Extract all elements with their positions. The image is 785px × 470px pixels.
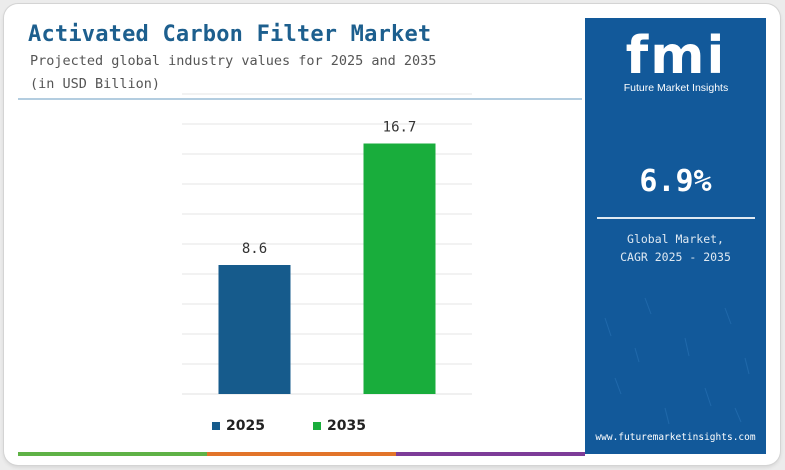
cagr-label: Global Market, CAGR 2025 - 2035 bbox=[585, 230, 766, 266]
sidebar-divider bbox=[597, 217, 755, 219]
fmi-logo: fmi Future Market Insights bbox=[609, 28, 743, 94]
legend-label-2035: 2035 bbox=[326, 418, 366, 434]
value-label-2035: 16.7 bbox=[383, 120, 417, 136]
subtitle-line-1: Projected global industry values for 202… bbox=[30, 53, 437, 69]
bars bbox=[218, 143, 436, 394]
value-labels: 8.6 16.7 bbox=[242, 120, 417, 258]
sidebar-texture bbox=[604, 297, 750, 425]
cagr-label-line-2: CAGR 2025 - 2035 bbox=[620, 250, 731, 264]
legend-label-2025: 2025 bbox=[226, 418, 265, 434]
fmi-logo-mark: fmi bbox=[625, 26, 727, 86]
fmi-logo-name: Future Market Insights bbox=[623, 82, 729, 94]
website-link[interactable]: www.futuremarketinsights.com bbox=[595, 432, 756, 443]
legend-swatch-2035 bbox=[312, 422, 321, 430]
stripe-green bbox=[18, 452, 207, 456]
infographic-card: Activated Carbon Filter Market Projected… bbox=[4, 4, 780, 465]
bar-2025 bbox=[218, 265, 291, 394]
legend-item-2035: 2035 bbox=[312, 418, 366, 434]
stripe-purple bbox=[396, 452, 585, 456]
bar-chart: 8.6 16.7 bbox=[182, 93, 472, 395]
title-divider bbox=[18, 98, 582, 100]
cagr-value: 6.9% bbox=[639, 164, 712, 199]
subtitle-line-2: (in USD Billion) bbox=[30, 76, 161, 92]
cagr-label-line-1: Global Market, bbox=[627, 232, 724, 246]
legend-item-2025: 2025 bbox=[212, 418, 265, 434]
sidebar-panel: fmi Future Market Insights 6.9% Global M… bbox=[585, 18, 766, 454]
chart-subtitle: Projected global industry values for 202… bbox=[30, 50, 436, 96]
bottom-color-stripe bbox=[18, 452, 585, 456]
stripe-orange bbox=[207, 452, 396, 456]
chart-title: Activated Carbon Filter Market bbox=[28, 22, 432, 47]
bar-2035 bbox=[363, 143, 436, 394]
chart-legend: 2025 2035 bbox=[212, 418, 366, 434]
legend-swatch-2025 bbox=[212, 422, 220, 430]
value-label-2025: 8.6 bbox=[242, 241, 267, 257]
